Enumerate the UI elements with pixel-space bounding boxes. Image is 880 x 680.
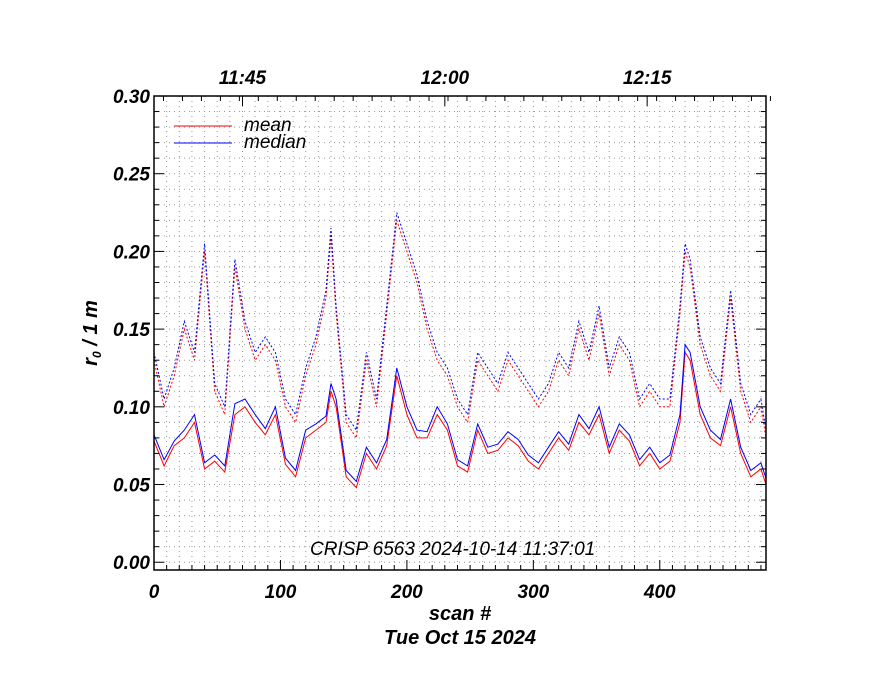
x-tick-label: 400 — [643, 582, 676, 603]
y-tick-label: 0.20 — [113, 242, 150, 263]
time-tick-label: 12:15 — [623, 68, 672, 89]
legend: mean median — [174, 115, 306, 153]
time-tick-label: 12:00 — [421, 68, 470, 89]
x-tick-label: 100 — [265, 582, 297, 603]
plot-frame — [153, 95, 767, 571]
y-tick-label: 0.10 — [113, 398, 150, 419]
y-axis-title: r0 / 1 m — [80, 300, 104, 366]
date-label: Tue Oct 15 2024 — [384, 627, 536, 649]
series-layer — [153, 212, 767, 489]
y-axis-title-main: r — [80, 357, 102, 366]
series-line-median — [153, 343, 767, 483]
y-axis-title-rest: / 1 m — [80, 300, 102, 351]
legend-label-median: median — [244, 132, 306, 153]
series-peak-line-median — [153, 212, 767, 432]
x-tick-label: 0 — [149, 582, 160, 603]
y-tick-label: 0.05 — [113, 476, 150, 497]
tick-labels: 0 100 200 300 400 0.00 0.05 0.10 0.15 0.20 0.25 0.3… — [113, 68, 676, 603]
time-tick-label: 11:45 — [219, 68, 267, 89]
y-axis-title-subscript: 0 — [90, 351, 104, 358]
x-tick-label: 200 — [390, 582, 423, 603]
series-peak-line-mean — [153, 220, 767, 440]
x-tick-label: 300 — [517, 582, 549, 603]
y-tick-label: 0.30 — [113, 87, 150, 108]
ticks — [154, 95, 771, 570]
observation-annotation: CRISP 6563 2024-10-14 11:37:01 — [310, 539, 595, 560]
y-tick-label: 0.15 — [113, 320, 150, 341]
y-tick-label: 0.25 — [113, 165, 150, 186]
x-axis-title: scan # — [429, 603, 492, 625]
series-line-mean — [153, 350, 767, 489]
grid — [154, 95, 766, 570]
y-tick-label: 0.00 — [113, 553, 150, 574]
legend-label-mean: mean — [244, 115, 292, 136]
